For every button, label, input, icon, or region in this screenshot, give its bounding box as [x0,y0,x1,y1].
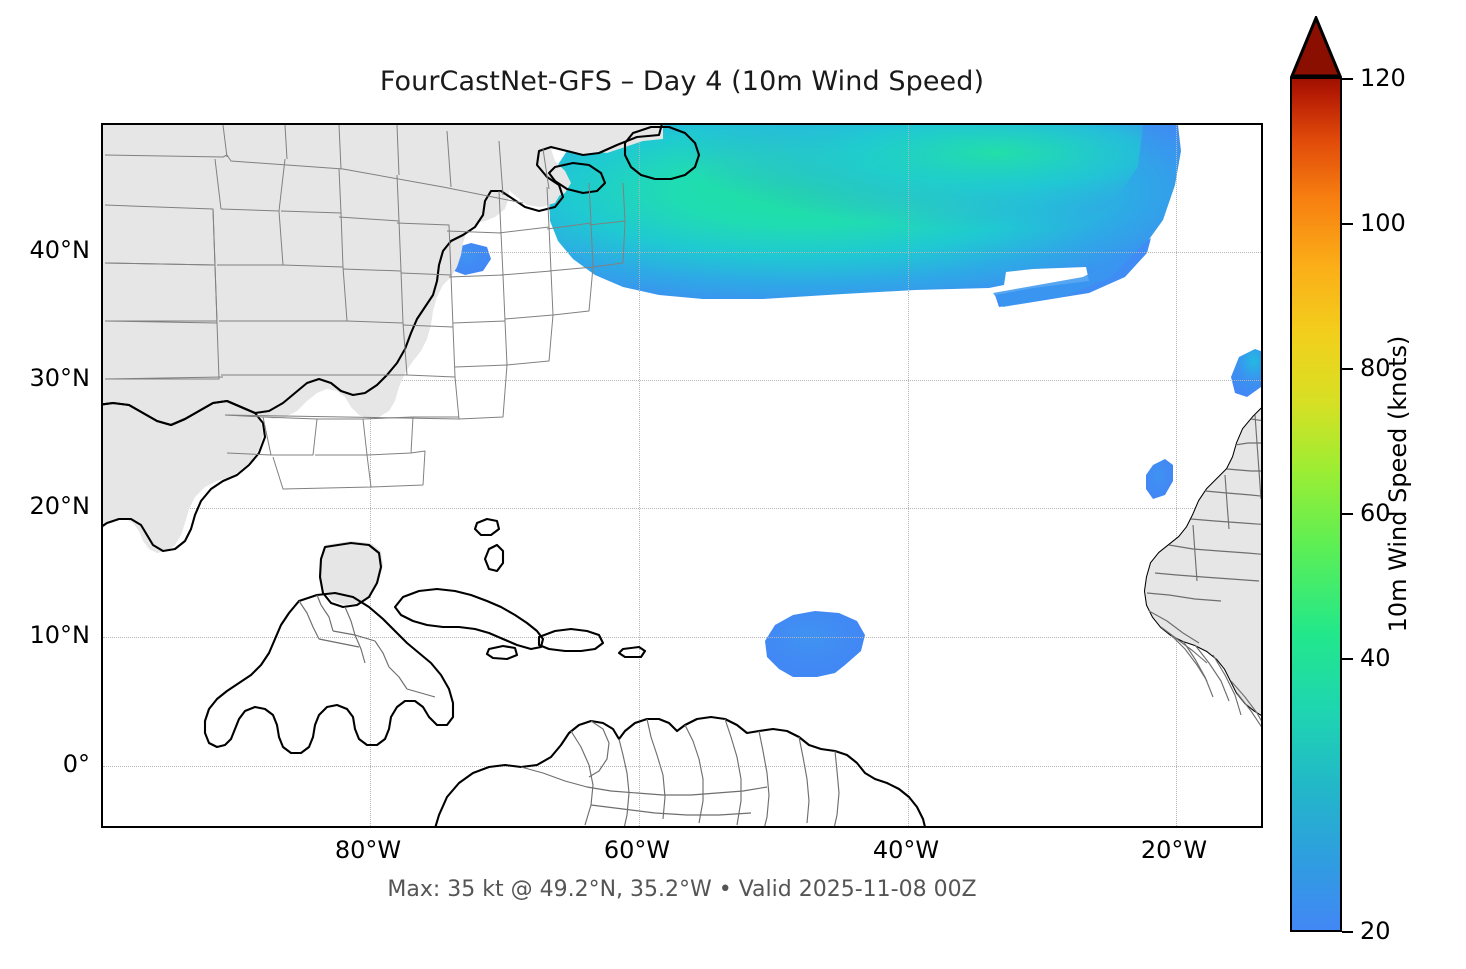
feature-north-atlantic-storm-band [549,125,1181,307]
coast-cuba [393,587,545,651]
xtick-label-60W: 60°W [603,836,671,864]
wind-speed-field [445,125,1261,677]
ytick-label-0: 0° [62,750,90,778]
coast-hispaniola [537,627,605,653]
xtick-label-80W: 80°W [334,836,402,864]
coast-newfoundland [623,125,701,181]
land-us-canada-mass [103,125,661,427]
gridline-lon-40 [908,125,909,826]
gridline-lat-30 [103,380,1261,381]
ytick-label-20N: 20°N [29,492,91,520]
gridline-lon-80 [370,125,371,826]
gridline-lon-20 [1176,125,1177,826]
south-america-borders [520,718,840,826]
colorbar-ticklabel-40: 40 [1360,644,1391,672]
colorbar-ticklabel-100: 100 [1360,209,1406,237]
feature-tropical-atlantic-blob [765,611,865,677]
ytick-label-40N: 40°N [29,236,91,264]
colorbar-tick-120 [1342,78,1353,80]
chart-title: FourCastNet-GFS – Day 4 (10m Wind Speed) [379,66,985,97]
coast-yucatan [318,541,383,609]
geography-layer [103,125,1261,826]
coast-ca-strip [203,591,455,755]
coast-jamaica [485,644,519,661]
africa-inner-lines [1192,414,1261,582]
coast-south-america [434,715,926,826]
gridline-lon-60 [639,125,640,826]
land-mexico-ca [103,403,263,553]
colorbar-gradient [1290,77,1342,932]
ytick-label-30N: 30°N [29,364,91,392]
ytick-label-10N: 10°N [29,621,91,649]
colorbar-ticklabel-20: 20 [1360,917,1391,945]
field-tail-shade [993,245,1143,307]
feature-canary-offshore-patch [1231,349,1261,397]
gridline-lat-0 [103,766,1261,767]
canada-borders [222,125,550,196]
land-africa-body [1145,409,1261,715]
colorbar-ticklabel-80: 80 [1360,354,1391,382]
colorbar-tick-60 [1342,513,1353,515]
coast-bahamas-1 [473,517,501,537]
land-yucatan [321,541,383,605]
gridline-lat-40 [103,252,1261,253]
colorbar-tick-80 [1342,368,1353,370]
colorbar-tick-40 [1342,658,1353,660]
coast-mexico [103,399,267,553]
central-america-borders [298,594,436,698]
colorbar-tick-100 [1342,223,1353,225]
coast-nova-scotia [547,161,607,195]
geo-final [103,125,1261,826]
coast-bahamas-2 [483,543,505,573]
gridline-lat-20 [103,508,1261,509]
map-clip [103,125,1261,826]
coast-puerto-rico [617,645,647,659]
chart-subtitle: Max: 35 kt @ 49.2°N, 35.2°W • Valid 2025… [387,877,977,902]
xtick-label-40W: 40°W [872,836,940,864]
field-main-core [617,125,1143,252]
colorbar-tick-20 [1342,931,1353,933]
feature-west-sahara-offshore-patch [1146,459,1173,499]
gridline-lat-10 [103,637,1261,638]
colorbar-extend-arrow [1290,16,1342,78]
geo-shapes [103,125,661,605]
map-axes[interactable] [101,123,1263,828]
field-tropical-blob [765,611,865,677]
xtick-label-20W: 20°W [1140,836,1208,864]
colorbar-ticklabel-120: 120 [1360,64,1406,92]
colorbar-ticklabel-60: 60 [1360,499,1391,527]
field-sahara-patch [1146,459,1173,499]
colorbar[interactable]: 120 100 80 60 40 20 [1290,16,1406,945]
state-borders [104,154,626,490]
colorbar-axis-label: 10m Wind Speed (knots) [1384,335,1412,633]
field-canary-patch [1231,349,1261,397]
